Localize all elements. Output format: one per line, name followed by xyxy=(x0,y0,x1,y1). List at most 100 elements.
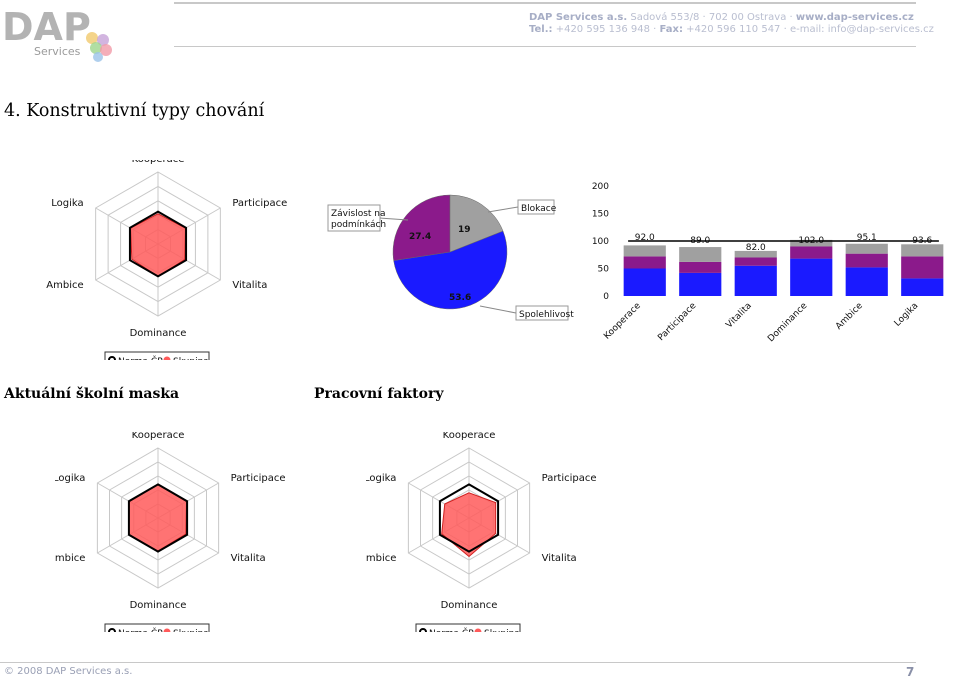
logo-dot xyxy=(100,44,112,56)
radar-axis-label: Vitalita xyxy=(232,280,267,291)
bar-segment xyxy=(679,261,722,273)
bar-total-label: 82.0 xyxy=(746,243,766,253)
pie-callout-label: Blokace xyxy=(521,204,557,214)
radar-axis-label: Kooperace xyxy=(132,160,185,165)
pie-callout-label: podmínkách xyxy=(331,220,386,230)
pie-callout-line xyxy=(379,217,409,221)
bar-segment xyxy=(790,239,833,247)
radar-axis-label: Vitalita xyxy=(231,553,266,564)
pie-slices xyxy=(392,194,508,310)
bar-total-label: 92.0 xyxy=(635,233,655,243)
tel-number: +420 595 136 948 · xyxy=(555,24,657,35)
logo-text: DAP xyxy=(2,5,91,49)
radar-legend xyxy=(104,351,210,360)
radar-axis-label: Logika xyxy=(51,198,83,209)
pie-callout-label: Závislost na xyxy=(331,209,386,219)
company-name: DAP Services a.s. xyxy=(529,12,628,23)
bar-segment xyxy=(734,257,777,266)
radar-series-skupina xyxy=(441,492,497,558)
bar-y-tick-label: 200 xyxy=(592,182,609,192)
bar-chart: 05010015020092.0Kooperace89.0Participace… xyxy=(592,182,944,342)
page-number: 7 xyxy=(906,665,915,679)
bar-segment xyxy=(790,246,833,259)
legend-norma-label: Norma ČR xyxy=(118,627,163,632)
legend-norma-label: Norma ČR xyxy=(118,355,163,360)
bar-segment xyxy=(901,244,944,257)
fax-label: Fax: xyxy=(659,24,683,35)
bar-total-label: 95.1 xyxy=(857,233,877,243)
pie-data-label: 27.4 xyxy=(409,232,431,242)
radar-series-norma xyxy=(438,483,500,553)
bar-segment xyxy=(679,272,722,296)
bar-segment xyxy=(790,258,833,296)
bar-segment xyxy=(845,267,888,296)
radar-axis-label: Vitalita xyxy=(542,553,577,564)
legend-skupina-label: Skupina xyxy=(173,357,209,360)
radar-axis-label: Kooperace xyxy=(132,432,185,441)
footer-copyright: © 2008 DAP Services a.s. xyxy=(4,666,133,677)
bar-segment xyxy=(845,243,888,254)
legend-skupina-label: Skupina xyxy=(484,629,520,632)
bar-category-label: Kooperace xyxy=(602,301,643,342)
legend-norma-icon xyxy=(419,628,427,632)
radar-axis-label: Ambice xyxy=(55,553,85,564)
bar-category-label: Logika xyxy=(893,301,921,329)
bar-category-label: Ambice xyxy=(834,301,865,332)
radar-axis-label: Ambice xyxy=(366,553,396,564)
radar-axis-label: Kooperace xyxy=(443,432,496,441)
header-line-bottom xyxy=(174,46,916,47)
pie-slice xyxy=(392,194,451,261)
bar-segment xyxy=(623,268,666,296)
radar-chart-1: Kooperace Participace Vitalita Dominance Amb… xyxy=(46,160,287,360)
radar-series-norma xyxy=(128,210,188,278)
bar-category-label: Dominance xyxy=(766,301,810,342)
bar-segment xyxy=(679,247,722,262)
radar-legend xyxy=(104,623,210,632)
pie-data-label: 53.6 xyxy=(449,293,471,303)
bar-y-tick-label: 150 xyxy=(592,210,609,220)
legend-norma-label: Norma ČR xyxy=(429,627,474,632)
logo-dot xyxy=(93,52,103,62)
pie-callout-label: Spolehlivost xyxy=(519,310,574,320)
logo-dot xyxy=(90,42,102,54)
radar-axis-label: Participace xyxy=(231,473,286,484)
pie-slice xyxy=(449,194,504,253)
radar-axis-label: Dominance xyxy=(441,600,498,611)
subtitle-right: Pracovní faktory xyxy=(314,386,444,402)
footer-line xyxy=(0,662,916,663)
pie-chart: 27.4 19 53.6 Závislost na podmínkách Blo… xyxy=(327,194,574,321)
bar-category-label: Participace xyxy=(656,301,698,342)
radar-axis-label: Ambice xyxy=(46,280,83,291)
logo-dot xyxy=(86,32,98,44)
tel-label: Tel.: xyxy=(529,24,553,35)
section-title: 4. Konstruktivní typy chování xyxy=(4,101,265,121)
logo-dot xyxy=(97,34,109,46)
radar-axis-label: Logika xyxy=(366,473,396,484)
bar-segment xyxy=(734,250,777,258)
legend-norma-icon xyxy=(108,628,116,632)
radar-legend xyxy=(415,623,521,632)
radar-chart-2: Kooperace Participace Vitalita Dominance Amb… xyxy=(55,432,286,632)
radar-series-norma xyxy=(127,483,189,553)
pie-callout-line xyxy=(487,206,519,213)
bar-segment xyxy=(623,256,666,269)
header-line-top xyxy=(174,2,916,4)
bar-segment xyxy=(734,265,777,296)
header-contact-line1: DAP Services a.s. Sadová 553/8 · 702 00 … xyxy=(529,12,914,23)
logo-subtext: Services xyxy=(34,45,81,58)
pie-callout-line xyxy=(479,305,517,314)
bar-y-tick-label: 50 xyxy=(598,265,610,275)
bar-y-tick-label: 0 xyxy=(603,292,609,302)
pie-slice xyxy=(393,230,508,310)
bar-segment xyxy=(845,253,888,268)
company-address: Sadová 553/8 · 702 00 Ostrava · xyxy=(630,12,793,23)
radar-axis-label: Dominance xyxy=(130,328,187,339)
fax-number: +420 596 110 547 · xyxy=(686,24,787,35)
legend-skupina-label: Skupina xyxy=(173,629,209,632)
subtitle-left: Aktuální školní maska xyxy=(4,386,180,402)
email: e-mail: info@dap-services.cz xyxy=(789,24,934,35)
company-web: www.dap-services.cz xyxy=(795,12,914,23)
legend-skupina-icon xyxy=(163,356,171,360)
logo-graphic: DAP Services xyxy=(2,5,112,62)
radar-axis-label: Participace xyxy=(232,198,287,209)
